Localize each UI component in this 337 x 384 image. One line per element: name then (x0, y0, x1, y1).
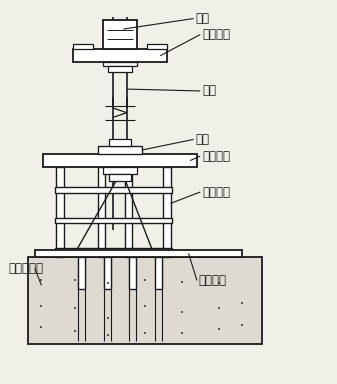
Bar (73, 45, 93, 49)
Bar (147, 45, 167, 49)
Bar (103, 167, 137, 174)
Bar (28, 257, 262, 344)
Text: 三角支架: 三角支架 (202, 185, 230, 199)
Bar (78, 257, 85, 289)
Bar (55, 248, 172, 254)
Bar (155, 257, 162, 289)
Bar (56, 167, 64, 257)
Bar (104, 257, 111, 289)
Text: 上定位板: 上定位板 (202, 28, 230, 41)
Bar (55, 218, 172, 223)
Bar (55, 187, 172, 193)
Text: 下定位板: 下定位板 (202, 150, 230, 163)
Bar (73, 49, 167, 62)
Bar (109, 174, 131, 181)
Bar (163, 167, 171, 257)
Bar (109, 139, 131, 146)
Text: 预埋铁件: 预埋铁件 (198, 274, 226, 287)
Text: 螺栓: 螺栓 (202, 84, 216, 98)
Bar (43, 154, 197, 167)
Bar (129, 257, 136, 289)
Bar (35, 250, 242, 257)
Text: 螺母: 螺母 (195, 12, 209, 25)
Bar (108, 66, 132, 72)
Text: 垫板: 垫板 (195, 133, 209, 146)
Bar (125, 167, 132, 257)
Bar (98, 167, 105, 257)
Bar (98, 146, 142, 154)
Bar (103, 62, 137, 66)
Bar (103, 20, 137, 49)
Text: 混凝土垫层: 混凝土垫层 (8, 262, 43, 275)
